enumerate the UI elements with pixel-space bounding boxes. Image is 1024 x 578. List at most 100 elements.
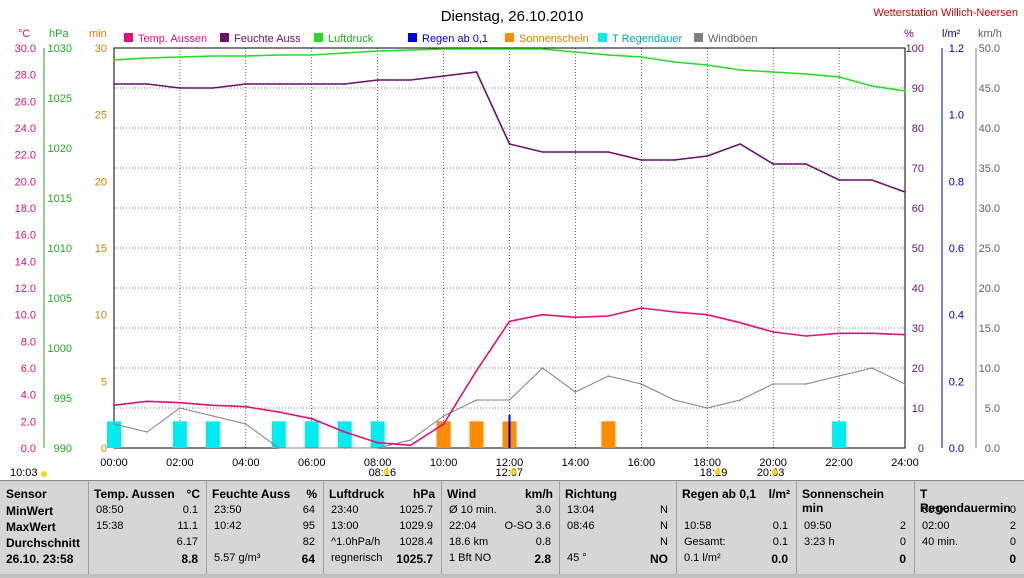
point-pressure xyxy=(179,56,181,58)
col-sun-header-label: Sonnenschein min xyxy=(802,487,885,515)
cell-value: 2 xyxy=(1009,520,1016,532)
pressure-tick-label: 1010 xyxy=(48,243,72,255)
table-row: 82 xyxy=(212,536,317,550)
x-tick-label: 20:00 xyxy=(759,457,787,469)
cell-label: 08:46 xyxy=(567,520,595,532)
point-wind xyxy=(245,423,247,425)
point-wind xyxy=(574,391,577,393)
time-marker-label: 10:03 xyxy=(10,467,38,479)
point-pressure xyxy=(574,51,577,53)
cell-value: 0 xyxy=(1009,536,1016,548)
legend-label-sun: Sonnenschein xyxy=(519,33,589,45)
cell-value: 0 xyxy=(1009,504,1016,516)
temp-tick-label: 30.0 xyxy=(15,43,36,55)
point-temp xyxy=(343,431,346,433)
wind-tick-label: 0.0 xyxy=(985,443,1000,455)
table-row: 0 xyxy=(802,552,908,566)
wind-tick-label: 30.0 xyxy=(979,203,1000,215)
temp-tick-label: 0.0 xyxy=(21,443,36,455)
legend-label-temp: Temp. Aussen xyxy=(138,33,207,45)
point-temp xyxy=(706,313,709,316)
col-temp-unit: °C xyxy=(186,487,200,501)
col-wind-unit: km/h xyxy=(524,487,553,501)
point-temp xyxy=(739,321,742,324)
point-pressure xyxy=(838,76,840,78)
col-direction: Richtung 13:04 N 08:46 N N 45 ° NO xyxy=(559,481,677,578)
point-temp xyxy=(772,331,774,333)
legend-swatch-temp xyxy=(124,33,133,42)
point-humidity xyxy=(245,83,247,85)
point-pressure xyxy=(640,56,643,58)
humidity-tick-label: 20 xyxy=(912,363,924,375)
table-row: 6.17 xyxy=(94,536,200,550)
x-tick-label: 18:00 xyxy=(693,457,721,469)
point-humidity xyxy=(113,83,115,85)
point-wind xyxy=(706,407,709,409)
point-wind xyxy=(409,439,412,441)
legend-swatch-pressure xyxy=(314,33,323,42)
humidity-unit-label: % xyxy=(904,28,914,40)
point-pressure xyxy=(706,64,709,66)
sun-marker-icon xyxy=(41,471,47,477)
cell-value: 0.8 xyxy=(535,536,551,548)
table-row: ^1.0hPa/h 1028.4 xyxy=(329,536,435,550)
cell-label: 1 Bft NO xyxy=(449,552,492,564)
table-row: 23:50 64 xyxy=(212,504,317,518)
point-temp xyxy=(871,332,873,335)
point-temp xyxy=(805,335,807,337)
table-row: 08:46 N xyxy=(565,520,670,534)
point-humidity xyxy=(904,191,906,193)
cell-label: 02:00 xyxy=(922,520,950,532)
point-wind xyxy=(838,375,840,377)
point-temp xyxy=(838,332,840,335)
x-tick-label: 14:00 xyxy=(562,457,590,469)
cell-label: 23:50 xyxy=(214,504,242,516)
cell-label: 40 min. xyxy=(922,536,959,548)
sun-marker-icon xyxy=(771,469,778,475)
pressure-tick-label: 1015 xyxy=(48,193,72,205)
humidity-tick-label: 80 xyxy=(912,123,924,135)
temp-tick-label: 8.0 xyxy=(21,336,36,348)
temp-tick-label: 2.0 xyxy=(21,416,36,428)
col-rain: Regen ab 0,1 l/m² 10:58 0.1 Gesamt: 0.1 0.1 l/… xyxy=(676,481,797,578)
point-wind xyxy=(113,423,115,425)
temp-tick-label: 14.0 xyxy=(15,256,36,268)
min-tick-label: 5 xyxy=(101,376,107,388)
humidity-tick-label: 100 xyxy=(906,43,924,55)
time-marker-label: 12:07 xyxy=(495,467,523,479)
bar-rainduration xyxy=(107,421,121,448)
temp-tick-label: 22.0 xyxy=(15,150,36,162)
point-wind xyxy=(310,447,313,449)
cell-value: NO xyxy=(650,552,668,566)
col-wind-header: Wind km/h xyxy=(447,487,553,501)
bar-rainduration xyxy=(172,421,187,448)
point-humidity xyxy=(277,83,280,85)
col-temp: Temp. Aussen °C 08:50 0.1 15:38 11.1 6.17 8.8 xyxy=(88,481,207,578)
point-temp xyxy=(607,315,610,317)
point-pressure xyxy=(673,61,676,63)
humidity-tick-label: 90 xyxy=(912,83,924,95)
point-humidity xyxy=(574,151,577,153)
bar-rainduration xyxy=(271,421,286,448)
row-label-min: MinWert xyxy=(6,504,54,518)
x-tick-label: 06:00 xyxy=(298,457,326,469)
cell-label: 15:38 xyxy=(96,520,124,532)
point-temp xyxy=(212,404,214,407)
legend-label-pressure: Luftdruck xyxy=(328,33,374,45)
point-humidity xyxy=(376,79,379,81)
line-series xyxy=(113,48,906,449)
cell-value: 0.0 xyxy=(771,552,788,566)
point-temp xyxy=(508,320,511,323)
point-wind xyxy=(212,415,214,417)
point-pressure xyxy=(508,48,511,50)
pressure-tick-label: 1020 xyxy=(48,143,72,155)
point-temp xyxy=(442,423,445,425)
col-press-header-label: Luftdruck xyxy=(329,487,385,501)
table-row: 10:58 0.1 xyxy=(682,520,790,534)
point-temp xyxy=(245,405,247,408)
point-pressure xyxy=(376,50,379,52)
table-row: 8.8 xyxy=(94,552,200,566)
humidity-tick-label: 70 xyxy=(912,163,924,175)
cell-label: 00:00 xyxy=(922,504,950,516)
cell-label: 0.1 l/m² xyxy=(684,552,721,564)
